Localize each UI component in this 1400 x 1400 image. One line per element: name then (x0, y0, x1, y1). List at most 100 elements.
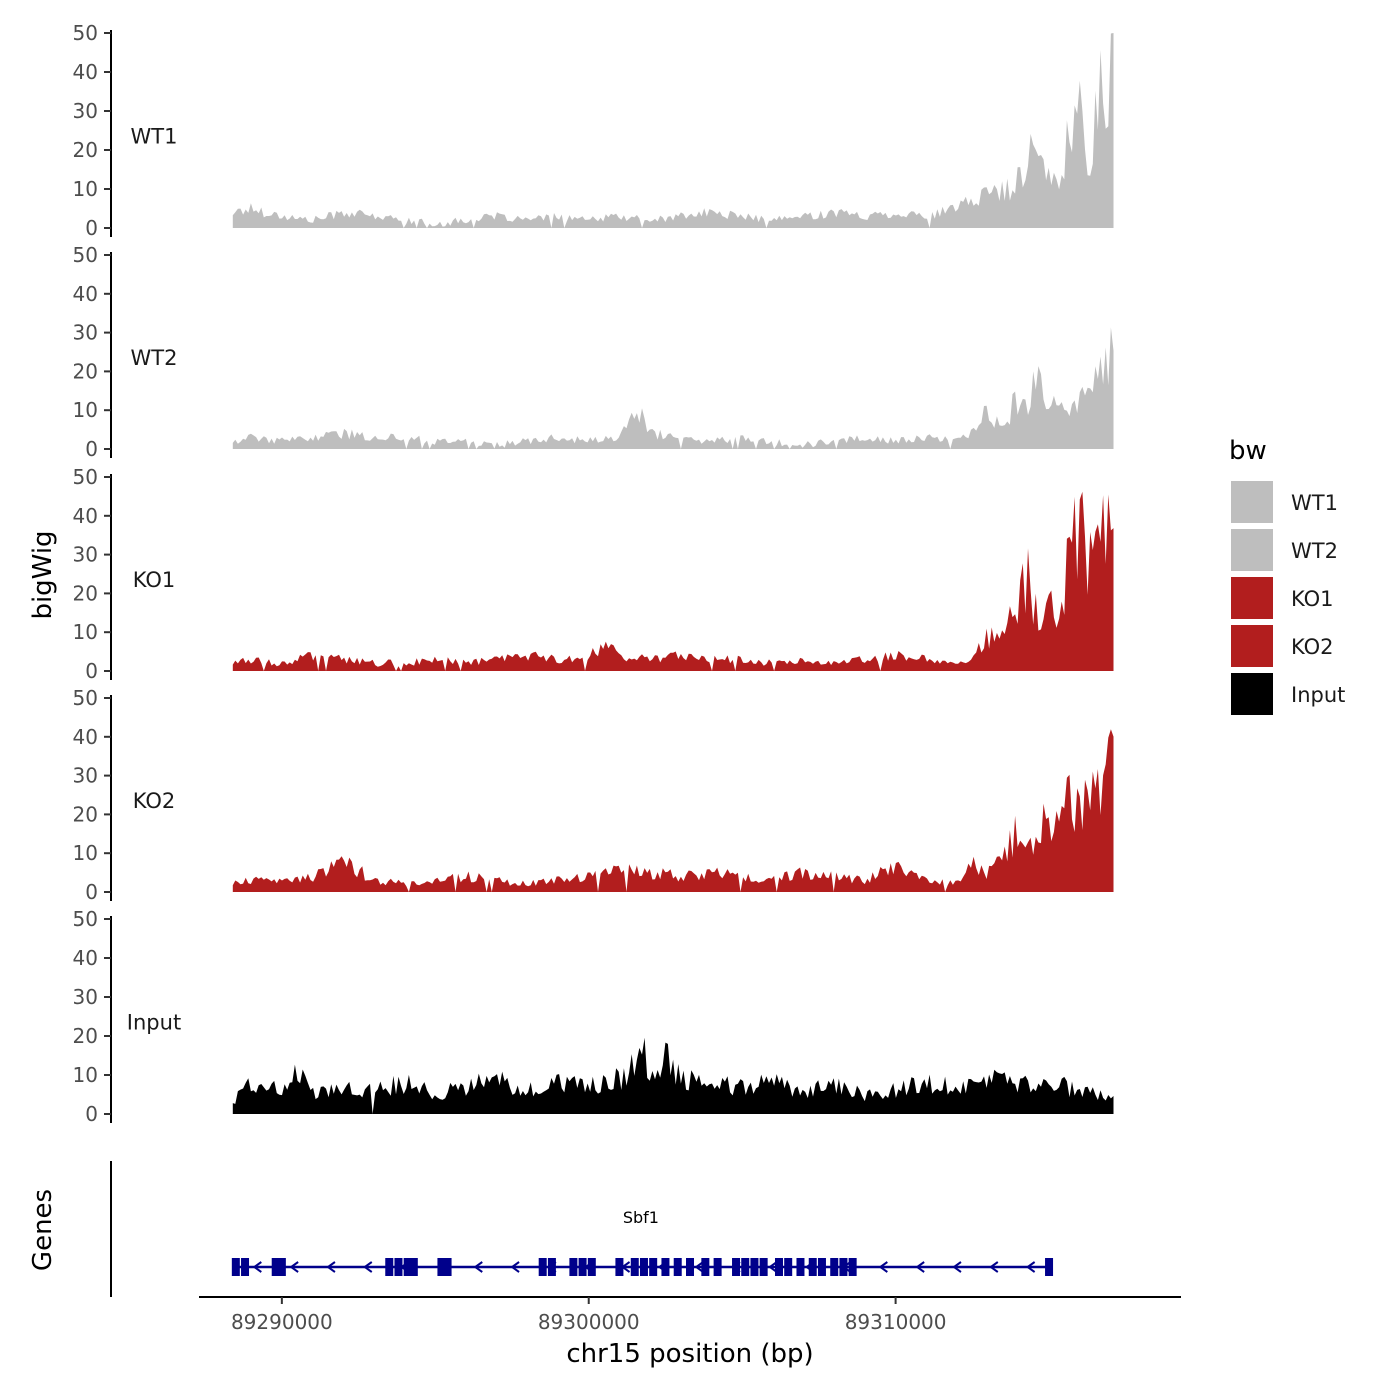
gene-exon (569, 1258, 578, 1276)
gene-exon (686, 1258, 694, 1276)
legend-item-wt2: WT2 (1229, 527, 1338, 573)
strand-arrow (289, 1261, 299, 1273)
gene-exon (817, 1258, 826, 1276)
strand-arrow (473, 1261, 483, 1273)
legend-label: WT1 (1291, 491, 1338, 515)
gene-exon (796, 1258, 805, 1276)
gene-exon (808, 1258, 817, 1276)
y-tick-label: 50 (73, 21, 98, 45)
y-tick-label: 10 (73, 620, 98, 644)
legend-swatch (1229, 479, 1275, 525)
gene-exon (784, 1258, 793, 1276)
gene-exon (241, 1258, 250, 1276)
legend-swatch (1229, 527, 1275, 573)
y-tick-label: 20 (73, 802, 98, 826)
gene-exon (409, 1258, 418, 1276)
y-tick-label: 0 (85, 437, 98, 461)
track-ko2: 0 10 20 30 40 50 KO2 (73, 686, 1114, 904)
y-tick-label: 30 (73, 764, 98, 788)
legend-label: Input (1291, 683, 1345, 707)
gene-exon (839, 1258, 848, 1276)
legend-label: KO2 (1291, 635, 1334, 659)
gene-exon (271, 1258, 280, 1276)
y-tick-label: 50 (73, 686, 98, 710)
legend-label: KO1 (1291, 587, 1334, 611)
gene-exon (848, 1258, 857, 1276)
gene-exon (649, 1258, 658, 1276)
x-tick-label: 89300000 (538, 1310, 640, 1334)
y-tick-label: 20 (73, 1024, 98, 1048)
coverage-area-wt2 (232, 327, 1114, 449)
strand-arrow (952, 1261, 962, 1273)
strand-arrow (878, 1261, 888, 1273)
coverage-area-input (232, 1037, 1114, 1114)
track-wt1: 0 10 20 30 40 50 WT1 (73, 21, 1114, 240)
strand-arrow (694, 1261, 704, 1273)
gene-exon (732, 1258, 741, 1276)
legend-item-ko1: KO1 (1229, 575, 1334, 621)
gene-exon (630, 1258, 639, 1276)
legend-item-wt1: WT1 (1229, 479, 1338, 525)
y-tick-label: 20 (73, 359, 98, 383)
gene-exon (437, 1258, 446, 1276)
y-tick-label: 40 (73, 504, 98, 528)
legend-swatch (1229, 575, 1275, 621)
legend-item-input: Input (1229, 671, 1345, 717)
y-tick-label: 10 (73, 841, 98, 865)
y-tick-label: 30 (73, 321, 98, 345)
y-tick-label: 10 (73, 398, 98, 422)
coverage-area-ko2 (232, 729, 1114, 892)
y-tick-label: 20 (73, 581, 98, 605)
strand-arrow (1025, 1261, 1036, 1273)
gene-exon (673, 1258, 682, 1276)
y-tick-label: 50 (73, 907, 98, 931)
gene-exon (403, 1258, 412, 1276)
y-tick-label: 40 (73, 946, 98, 970)
y-tick-label: 40 (73, 725, 98, 749)
y-tick-label: 0 (85, 216, 98, 240)
gene-name-label: Sbf1 (623, 1208, 659, 1227)
x-tick-label: 89290000 (231, 1310, 333, 1334)
gene-exon (661, 1258, 670, 1276)
strand-arrow (326, 1261, 336, 1273)
gene-exon (759, 1258, 768, 1276)
track-input: 0 10 20 30 40 50 Input (73, 907, 1114, 1126)
strand-arrow (768, 1261, 778, 1273)
coverage-area-wt1 (232, 33, 1114, 228)
y-tick-label: 30 (73, 985, 98, 1009)
gene-track: Genes Sbf1 (28, 1161, 1054, 1297)
gene-exon (1045, 1258, 1054, 1276)
track-label-ko2: KO2 (133, 789, 176, 813)
legend-title: bw (1229, 436, 1267, 466)
gene-track-title: Genes (28, 1189, 58, 1271)
gene-exon (741, 1258, 750, 1276)
legend-label: WT2 (1291, 539, 1338, 563)
gene-exon (547, 1258, 556, 1276)
y-tick-label: 30 (73, 543, 98, 567)
x-axis: 89290000 89300000 89310000 chr15 position … (199, 1296, 1181, 1369)
gene-exon (615, 1258, 624, 1276)
gene-exon (538, 1258, 547, 1276)
gene-exon (830, 1258, 839, 1276)
gene-exon (231, 1258, 240, 1276)
y-tick-label: 40 (73, 60, 98, 84)
gene-exon (385, 1258, 394, 1276)
strand-arrow (363, 1261, 373, 1273)
gene-exon (277, 1258, 286, 1276)
strand-arrow (915, 1261, 925, 1273)
track-wt2: 0 10 20 30 40 50 WT2 (73, 243, 1114, 461)
y-tick-label: 0 (85, 659, 98, 683)
x-axis-title: chr15 position (bp) (566, 1339, 813, 1369)
y-tick-label: 30 (73, 99, 98, 123)
gene-exon (394, 1258, 403, 1276)
gene-exon (713, 1258, 722, 1276)
track-label-input: Input (127, 1010, 181, 1034)
strand-arrow (989, 1261, 999, 1273)
gene-exon (587, 1258, 596, 1276)
y-tick-label: 40 (73, 282, 98, 306)
track-label-wt1: WT1 (131, 124, 178, 148)
coverage-area-ko1 (232, 491, 1114, 671)
track-label-wt2: WT2 (131, 346, 178, 370)
y-tick-label: 10 (73, 177, 98, 201)
y-tick-label: 20 (73, 138, 98, 162)
